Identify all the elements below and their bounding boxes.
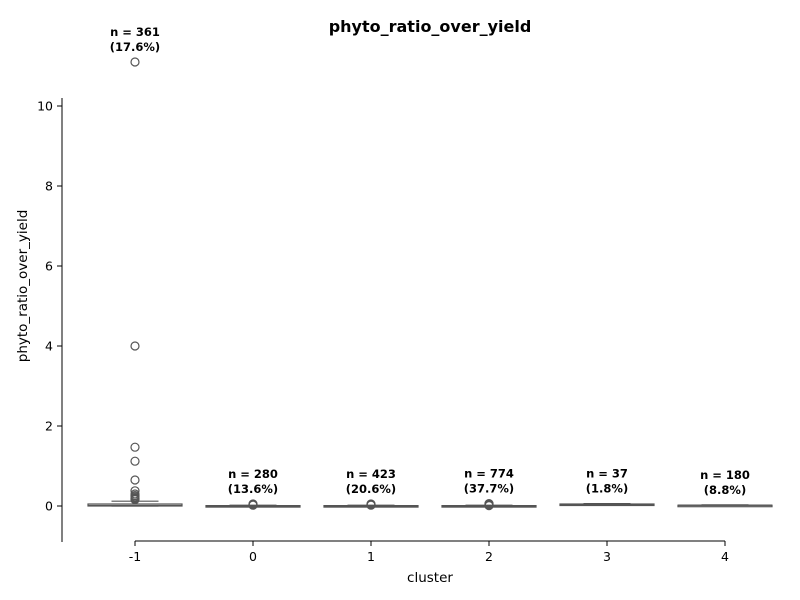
- box-cluster-3: [559, 503, 655, 507]
- y-tick-label: 10: [37, 99, 53, 114]
- percent-label: (13.6%): [228, 482, 278, 496]
- y-tick-label: 0: [45, 499, 53, 514]
- y-axis-title: phyto_ratio_over_yield: [15, 210, 31, 363]
- percent-label: (20.6%): [346, 482, 396, 496]
- outlier-point: [130, 341, 140, 351]
- x-tick-label: 0: [249, 549, 257, 564]
- x-tick-label: 4: [721, 549, 729, 564]
- count-label: n = 180: [700, 468, 750, 482]
- x-axis-title: cluster: [407, 570, 453, 586]
- box-cluster-1: [323, 499, 419, 510]
- y-axis: 0 2 4 6 8 10: [37, 98, 63, 542]
- outlier-point: [366, 500, 376, 510]
- plot-area: [87, 57, 773, 511]
- y-tick-label: 6: [45, 259, 53, 274]
- outlier-point: [484, 501, 494, 511]
- outlier-point: [130, 442, 140, 452]
- x-tick-label: 1: [367, 549, 375, 564]
- outlier-point: [248, 500, 258, 510]
- count-label: n = 361: [110, 25, 160, 39]
- x-tick-label: 3: [603, 549, 611, 564]
- x-tick-label: 2: [485, 549, 493, 564]
- count-label: n = 37: [586, 467, 628, 481]
- count-label: n = 774: [464, 467, 514, 481]
- box-cluster-4: [677, 504, 773, 508]
- y-tick-label: 2: [45, 419, 53, 434]
- y-tick-label: 8: [45, 179, 53, 194]
- count-labels: n = 361(17.6%) n = 280(13.6%) n = 423(20.6…: [110, 25, 750, 497]
- x-tick-label: -1: [129, 549, 141, 564]
- outlier-point: [130, 475, 140, 485]
- outlier-point: [130, 495, 140, 505]
- percent-label: (17.6%): [110, 40, 160, 54]
- percent-label: (1.8%): [586, 482, 628, 496]
- y-tick-label: 4: [45, 339, 53, 354]
- box-cluster-2: [441, 499, 537, 511]
- count-label: n = 423: [346, 467, 396, 481]
- percent-label: (37.7%): [464, 482, 514, 496]
- box-cluster--1: [87, 57, 183, 507]
- percent-label: (8.8%): [704, 483, 746, 497]
- outlier-point: [130, 57, 140, 67]
- chart-title: phyto_ratio_over_yield: [329, 17, 532, 36]
- count-label: n = 280: [228, 467, 278, 481]
- box-cluster-0: [205, 499, 301, 510]
- x-axis: -1 0 1 2 3 4: [129, 540, 729, 564]
- outlier-point: [130, 456, 140, 466]
